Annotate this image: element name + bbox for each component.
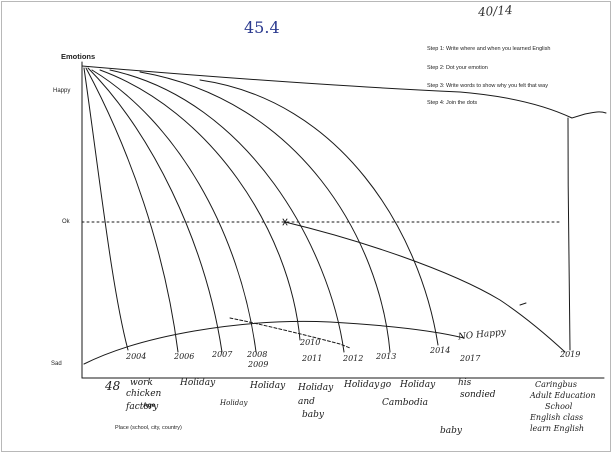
instruction-step-3: Step 3: Write words to show why you felt… <box>427 83 548 89</box>
place-word: go <box>380 380 392 390</box>
place-word: learn English <box>530 424 585 433</box>
x-axis-subtitle: Place (school, city, country) <box>115 425 182 431</box>
year-label: 2007 <box>212 350 233 359</box>
fan-line-2012 <box>109 69 345 353</box>
year-label: 2011 <box>302 354 323 363</box>
place-word: sondied <box>460 390 496 400</box>
place-word: factory <box>126 402 159 412</box>
place-word: English class <box>530 413 584 422</box>
happy-curve <box>81 65 607 119</box>
y-axis-title: Emotions <box>61 52 96 61</box>
year-label: 2017 <box>460 354 481 363</box>
fan-line-2006 <box>85 67 179 353</box>
place-word: baby <box>302 410 324 420</box>
y-label-sad: Sad <box>51 361 62 367</box>
fan-line-2014 <box>199 79 439 346</box>
fan-line-2013 <box>139 71 391 353</box>
place-word: chicken <box>126 389 162 399</box>
age-value: 48 <box>105 379 121 393</box>
dashed-arc-segment <box>229 317 351 349</box>
place-word: Holiday <box>344 380 380 390</box>
year-label: 2013 <box>376 352 397 361</box>
year-label: 2014 <box>430 346 451 355</box>
year-label: 2006 <box>174 352 195 361</box>
document-number: 45.4 <box>244 18 280 37</box>
fan-line-2008 <box>91 69 257 353</box>
place-word: baby <box>440 426 462 436</box>
dash-mark <box>519 302 527 306</box>
place-word: and <box>298 397 315 407</box>
place-word: work <box>130 378 153 388</box>
year-label: 2009 <box>248 360 269 369</box>
place-word: Caringbus <box>535 380 577 389</box>
ok-dot-mark <box>282 218 288 226</box>
descending-line <box>284 221 566 353</box>
place-word: Cambodia <box>382 398 428 408</box>
year-label: 2010 <box>300 338 321 347</box>
place-word: School <box>545 402 573 411</box>
year-label: 2004 <box>126 352 147 361</box>
instruction-step-2: Step 2: Dot your emotion <box>427 65 488 71</box>
x-axis-title: Age <box>143 402 156 409</box>
bottom-arc <box>83 321 465 365</box>
y-label-happy: Happy <box>53 88 71 94</box>
right-vertical-line <box>567 117 571 351</box>
place-word: his <box>458 378 472 388</box>
place-word: Holiday <box>250 381 286 391</box>
y-label-ok: Ok <box>62 219 70 225</box>
year-label: 2008 <box>247 350 268 359</box>
place-word: Adult Education <box>530 391 596 400</box>
instruction-step-1: Step 1: Write where and when you learned… <box>427 46 551 52</box>
year-label: 2012 <box>343 354 364 363</box>
top-handwritten-note: 40/14 <box>477 2 514 20</box>
year-label: 2019 <box>560 350 581 359</box>
place-word: Holiday <box>180 378 216 388</box>
place-word: Holiday <box>298 383 334 393</box>
place-word: Holiday <box>400 380 436 390</box>
place-word: Holiday <box>220 399 248 407</box>
fan-line-2007 <box>87 67 223 353</box>
fan-line-2004 <box>83 67 129 351</box>
instruction-step-4: Step 4: Join the dots <box>427 100 478 106</box>
fan-line-2010 <box>99 69 301 341</box>
